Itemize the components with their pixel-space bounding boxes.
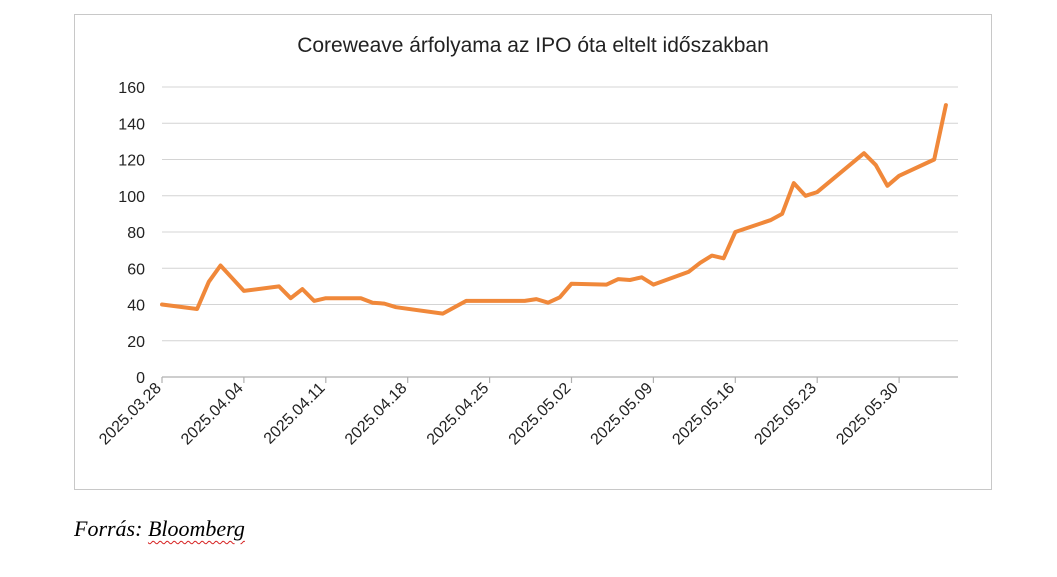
source-note: Forrás: Bloomberg	[74, 516, 245, 542]
x-tick-label: 2025.03.28	[96, 380, 165, 449]
x-tick-label: 2025.04.18	[342, 380, 411, 449]
line-chart: Coreweave árfolyama az IPO óta eltelt id…	[96, 34, 958, 449]
y-tick-label: 40	[127, 298, 145, 315]
y-tick-label: 120	[118, 153, 145, 170]
x-tick-label: 2025.05.09	[588, 380, 657, 449]
chart-frame: Coreweave árfolyama az IPO óta eltelt id…	[74, 14, 992, 490]
x-tick-label: 2025.05.16	[669, 380, 738, 449]
axes	[161, 376, 958, 383]
chart-title: Coreweave árfolyama az IPO óta eltelt id…	[297, 34, 769, 57]
y-tick-labels: 0 20 40 60 80 100 120 140 160	[118, 80, 145, 387]
y-tick-label: 140	[118, 116, 145, 133]
y-tick-label: 160	[118, 80, 145, 97]
x-tick-label: 2025.04.04	[178, 380, 247, 449]
y-tick-label: 60	[127, 261, 145, 278]
y-tick-label: 20	[127, 334, 145, 351]
series-layer	[160, 103, 948, 316]
x-tick-label: 2025.05.23	[751, 380, 820, 449]
x-tick-label: 2025.04.25	[424, 380, 493, 449]
x-tick-label: 2025.05.30	[833, 380, 902, 449]
y-tick-label: 0	[136, 370, 145, 387]
series-line-0	[160, 103, 948, 316]
gridlines	[162, 86, 958, 342]
x-tick-label: 2025.04.11	[261, 380, 329, 448]
y-tick-label: 80	[127, 225, 145, 242]
x-tick-labels: 2025.03.28 2025.04.04 2025.04.11 2025.04.18…	[96, 380, 902, 449]
x-tick-label: 2025.05.02	[506, 380, 575, 449]
source-name: Bloomberg	[147, 516, 245, 541]
source-prefix: Forrás:	[74, 516, 143, 541]
y-tick-label: 100	[118, 189, 145, 206]
